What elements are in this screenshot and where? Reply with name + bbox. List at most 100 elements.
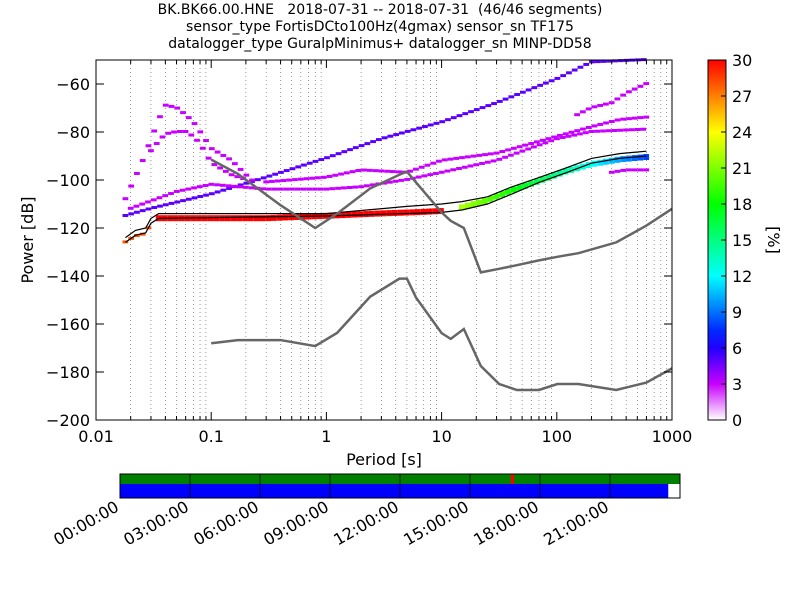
histogram-cell xyxy=(156,196,163,200)
histogram-cell xyxy=(134,210,140,214)
histogram-cell xyxy=(467,164,474,168)
histogram-cell xyxy=(594,60,601,64)
histogram-cell xyxy=(528,180,534,187)
histogram-cell xyxy=(335,152,342,156)
histogram-cell xyxy=(525,147,531,151)
histogram-cell xyxy=(153,142,160,146)
histogram-cell xyxy=(180,111,186,115)
histogram-cell xyxy=(220,153,227,157)
histogram-cell xyxy=(473,163,480,167)
histogram-cell xyxy=(317,187,324,191)
histogram-cell xyxy=(427,173,434,177)
histogram-cell xyxy=(430,161,437,165)
histogram-cell xyxy=(208,182,215,186)
histogram-cell xyxy=(614,156,621,163)
histogram-cell xyxy=(364,142,371,146)
histogram-cell xyxy=(208,192,215,196)
histogram-cell xyxy=(309,176,316,180)
histogram-cell xyxy=(583,62,590,66)
histogram-cell xyxy=(534,140,540,144)
timeline-tick-label: 21:00:00 xyxy=(540,497,612,549)
histogram-cell xyxy=(588,130,595,133)
histogram-cell xyxy=(393,133,400,137)
histogram-cell xyxy=(585,162,592,169)
histogram-cell xyxy=(499,191,506,198)
histogram-cell xyxy=(456,114,463,118)
y-tick-label: −140 xyxy=(46,267,90,286)
histogram-cell xyxy=(214,183,220,187)
histogram-cell xyxy=(358,185,364,189)
histogram-cell xyxy=(349,170,356,174)
histogram-cell xyxy=(611,128,618,132)
histogram-cell xyxy=(278,170,284,174)
histogram-cell xyxy=(445,118,451,122)
histogram-cell xyxy=(626,90,632,94)
histogram-cell xyxy=(127,206,134,210)
histogram-cell xyxy=(643,168,650,172)
histogram-cell xyxy=(226,157,232,161)
histogram-cell xyxy=(237,167,244,171)
histogram-cell xyxy=(357,211,364,218)
histogram-cell xyxy=(398,178,405,182)
histogram-cell xyxy=(329,154,336,158)
histogram-cell xyxy=(320,175,327,179)
noise-model-nlnm xyxy=(211,277,673,392)
histogram-cell xyxy=(399,131,405,135)
histogram-cell xyxy=(363,184,370,188)
histogram-cell xyxy=(608,170,615,174)
histogram-cell xyxy=(522,182,529,189)
histogram-cell xyxy=(274,179,281,183)
histogram-cell xyxy=(490,159,497,163)
colorbar-tick-label: 15 xyxy=(732,231,752,250)
histogram-cell xyxy=(548,139,555,143)
timeline-tick-label: 06:00:00 xyxy=(190,497,262,549)
histogram-cell xyxy=(255,178,261,182)
histogram-cell xyxy=(606,59,613,63)
histogram-cell xyxy=(266,174,273,178)
histogram-cell xyxy=(374,210,381,217)
histogram-cell xyxy=(355,168,362,172)
x-tick-label: 0.01 xyxy=(78,427,114,446)
histogram-cell xyxy=(603,121,609,125)
histogram-cell xyxy=(253,215,260,222)
lower-right-trace xyxy=(608,168,650,174)
colorbar-tick-label: 9 xyxy=(732,303,742,322)
colorbar-tick-label: 6 xyxy=(732,339,742,358)
histogram-cell xyxy=(568,166,575,173)
histogram-cell xyxy=(162,194,169,198)
histogram-cell xyxy=(519,149,526,153)
histogram-cell xyxy=(191,196,198,200)
histogram-cell xyxy=(165,131,172,135)
histogram-cell xyxy=(415,175,422,179)
histogram-cell xyxy=(381,136,388,140)
y-tick-label: −180 xyxy=(46,363,90,382)
histogram-cell xyxy=(603,102,609,106)
histogram-cell xyxy=(554,76,561,80)
histogram-cell xyxy=(324,156,330,160)
histogram-cell xyxy=(637,116,644,120)
histogram-cell xyxy=(580,127,586,131)
x-tick-label: 0.1 xyxy=(198,427,223,446)
histogram-cell xyxy=(269,179,275,183)
histogram-cell xyxy=(237,185,243,189)
histogram-cell xyxy=(551,135,558,139)
histogram-cell xyxy=(545,174,552,181)
histogram-cell xyxy=(409,209,415,216)
histogram-cell xyxy=(608,119,615,123)
histogram-cell xyxy=(220,188,227,192)
histogram-cell xyxy=(528,142,535,146)
histogram-cell xyxy=(191,186,197,190)
histogram-cell xyxy=(188,133,195,137)
histogram-cell xyxy=(516,145,523,149)
histogram-cell xyxy=(579,110,586,114)
histogram-cell xyxy=(128,212,135,216)
histogram-cell xyxy=(128,184,135,188)
histogram-cell xyxy=(363,211,369,218)
histogram-cell xyxy=(427,123,434,127)
histogram-cell xyxy=(543,81,549,85)
histogram-cell xyxy=(174,106,181,110)
histogram-cell xyxy=(628,128,635,132)
histogram-cell xyxy=(286,178,293,182)
histogram-cell xyxy=(352,146,359,150)
histogram-cell xyxy=(447,157,454,161)
